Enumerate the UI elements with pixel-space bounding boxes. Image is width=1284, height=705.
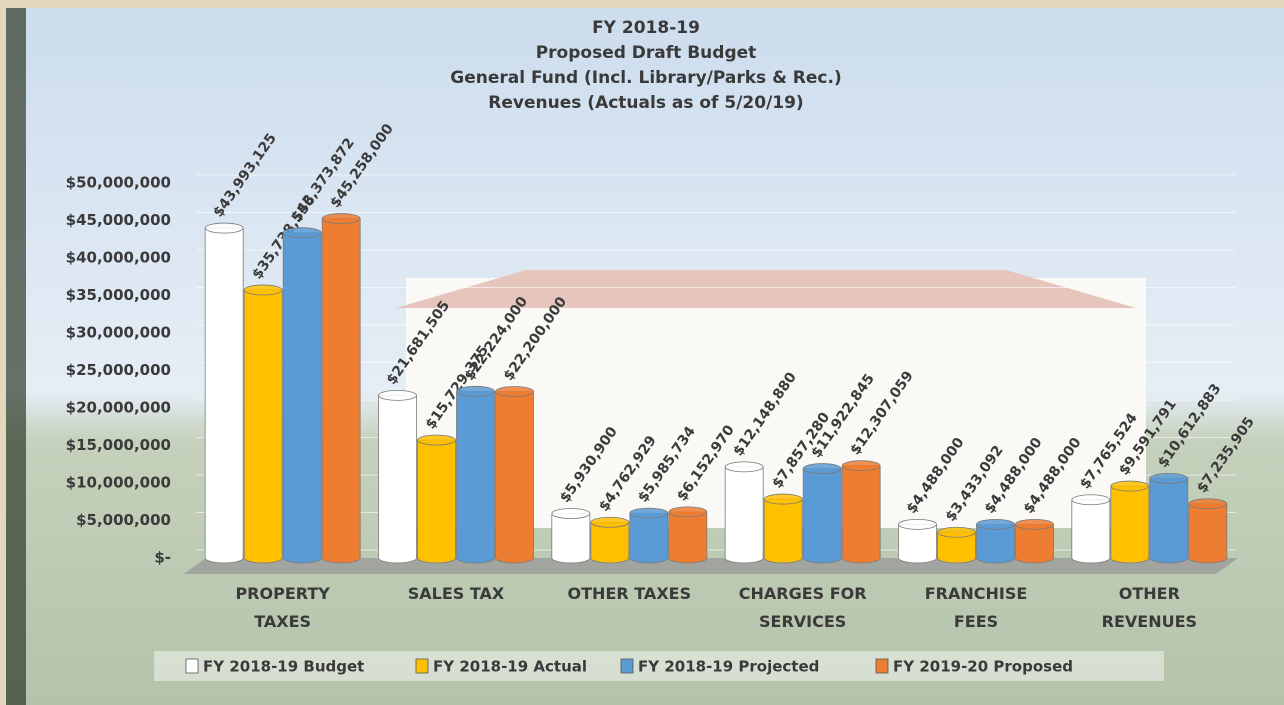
- legend-swatch: [185, 658, 199, 674]
- bar: [204, 227, 244, 564]
- bar: [841, 465, 881, 564]
- bar-top: [898, 518, 937, 530]
- legend-label: FY 2018-19 Budget: [203, 658, 364, 676]
- chart-container: FY 2018-19 Proposed Draft Budget General F…: [6, 8, 1284, 705]
- bar-top: [1149, 473, 1189, 484]
- bar: [763, 498, 803, 564]
- bar-top: [937, 526, 976, 538]
- bar-top: [243, 284, 283, 296]
- bar-top: [1015, 518, 1054, 530]
- bar-top: [763, 493, 803, 505]
- legend-label: FY 2018-19 Projected: [638, 658, 819, 676]
- y-tick-label: $5,000,000: [76, 511, 171, 529]
- bar-top: [282, 227, 322, 239]
- bar: [282, 232, 322, 564]
- bar-top: [551, 508, 591, 519]
- legend-swatch: [620, 658, 634, 674]
- bar-top: [590, 516, 630, 528]
- chart: FY 2018-19 Proposed Draft Budget General F…: [6, 8, 1284, 705]
- bar: [378, 394, 417, 564]
- chart-title: General Fund (Incl. Library/Parks & Rec.…: [450, 68, 841, 88]
- legend-label: FY 2019-20 Proposed: [893, 658, 1073, 676]
- x-tick-label: CHARGES FOR SERVICES: [738, 584, 867, 631]
- chart-title: Proposed Draft Budget: [536, 43, 757, 63]
- bar: [1071, 499, 1111, 564]
- frame-edge: [6, 8, 26, 705]
- bar: [976, 523, 1015, 564]
- bar-top: [378, 389, 417, 401]
- bar: [898, 523, 937, 564]
- y-tick-label: $30,000,000: [66, 324, 171, 342]
- bar: [802, 468, 842, 564]
- bar-top: [724, 461, 764, 473]
- legend-label: FY 2018-19 Actual: [433, 658, 587, 676]
- y-tick-label: $25,000,000: [66, 361, 171, 379]
- bar-top: [976, 518, 1015, 530]
- y-tick-label: $45,000,000: [66, 211, 171, 229]
- bar-top: [495, 386, 534, 397]
- bar: [724, 466, 764, 564]
- bar-top: [802, 463, 842, 474]
- y-tick-label: $50,000,000: [66, 174, 171, 192]
- y-tick-label: $15,000,000: [66, 436, 171, 454]
- x-tick-label: FRANCHISE FEES: [924, 584, 1028, 631]
- x-tick-label: SALES TAX: [407, 584, 505, 603]
- bar-top: [629, 507, 669, 519]
- bar: [321, 218, 361, 564]
- bar-top: [417, 434, 456, 446]
- bar: [937, 531, 976, 564]
- bar: [495, 391, 534, 564]
- legend-swatch: [415, 658, 429, 674]
- bar-top: [1188, 498, 1228, 510]
- bar: [1188, 503, 1228, 564]
- bar: [417, 439, 456, 564]
- bar: [456, 390, 495, 564]
- chart-title: FY 2018-19: [592, 18, 700, 38]
- y-tick-label: $35,000,000: [66, 286, 171, 304]
- y-tick-label: $-: [154, 549, 171, 567]
- x-tick-label: PROPERTY TAXES: [235, 584, 330, 631]
- y-tick-label: $10,000,000: [66, 474, 171, 492]
- bar: [551, 513, 591, 564]
- bar: [590, 521, 630, 564]
- bar-top: [321, 213, 361, 224]
- y-tick-label: $40,000,000: [66, 249, 171, 267]
- legend-box: [154, 651, 1164, 681]
- bar: [668, 511, 708, 564]
- bar-top: [668, 506, 708, 518]
- bar: [1149, 478, 1189, 564]
- x-tick-label: OTHER REVENUES: [1101, 584, 1198, 631]
- bar-top: [204, 222, 244, 234]
- bar-top: [1110, 480, 1150, 492]
- bar: [629, 512, 669, 564]
- y-tick-label: $20,000,000: [66, 399, 171, 417]
- bar-top: [841, 460, 881, 472]
- x-tick-label: OTHER TAXES: [567, 584, 692, 603]
- bar: [243, 289, 283, 564]
- chart-title: Revenues (Actuals as of 5/20/19): [488, 93, 803, 113]
- legend-swatch: [875, 658, 889, 674]
- bar: [1110, 485, 1150, 564]
- bar-top: [1071, 494, 1111, 506]
- bar-top: [456, 385, 495, 397]
- bar: [1015, 523, 1054, 564]
